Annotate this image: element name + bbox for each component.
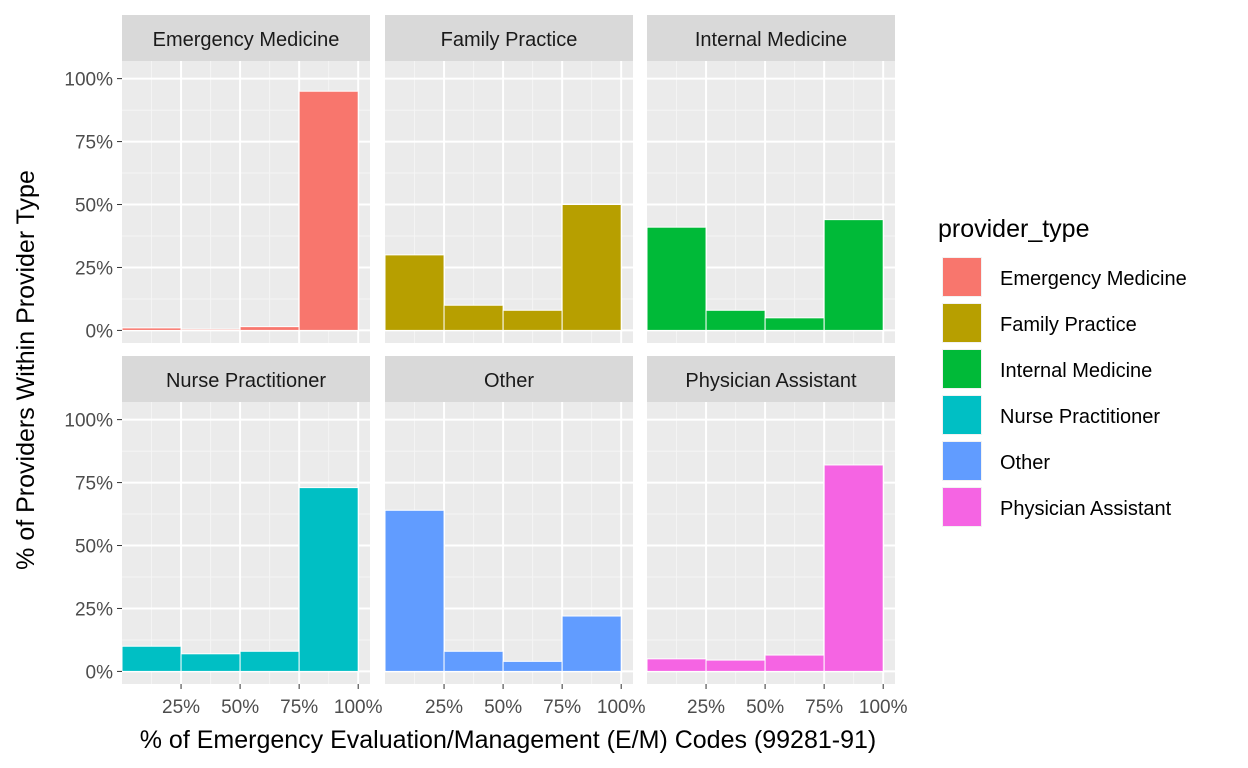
legend-title: provider_type xyxy=(938,215,1089,243)
y-tick-label: 100% xyxy=(64,70,113,91)
legend-label: Physician Assistant xyxy=(1000,498,1172,520)
x-tick-label: 100% xyxy=(597,697,646,718)
facet-strip xyxy=(385,356,633,402)
y-tick-label: 25% xyxy=(75,258,113,279)
histogram-bar xyxy=(384,254,445,331)
y-tick-label: 75% xyxy=(75,474,113,495)
x-tick-label: 100% xyxy=(859,697,908,718)
facet-strip-label: Internal Medicine xyxy=(695,29,847,51)
x-tick-label: 25% xyxy=(162,697,200,718)
y-tick-label: 0% xyxy=(86,321,114,342)
x-axis-title: % of Emergency Evaluation/Management (E/… xyxy=(140,726,876,754)
x-tick-label: 100% xyxy=(334,697,383,718)
facet-panel: Other 25% 50% 75% 100% xyxy=(384,356,646,718)
histogram-bar xyxy=(764,317,825,331)
legend-key xyxy=(943,488,981,526)
histogram-bar xyxy=(298,487,359,672)
facet-strip xyxy=(647,15,895,61)
y-tick-label: 50% xyxy=(75,537,113,558)
x-tick-label: 50% xyxy=(484,697,522,718)
legend-label: Internal Medicine xyxy=(1000,360,1152,382)
legend-label: Nurse Practitioner xyxy=(1000,406,1160,428)
facet-strip-label: Physician Assistant xyxy=(685,370,857,392)
legend-key xyxy=(943,304,981,342)
x-tick-label: 25% xyxy=(425,697,463,718)
y-tick-label: 25% xyxy=(75,599,113,620)
facet-strip xyxy=(122,15,370,61)
histogram-bar xyxy=(561,615,622,672)
histogram-bar xyxy=(298,90,359,331)
facet-strip-label: Family Practice xyxy=(441,29,578,51)
histogram-bar xyxy=(239,650,300,672)
histogram-bar xyxy=(239,326,300,331)
facet-panel: Physician Assistant 25% 50% 75% 100% xyxy=(646,356,908,718)
y-tick-label: 75% xyxy=(75,133,113,154)
y-tick-label: 50% xyxy=(75,196,113,217)
histogram-bar xyxy=(384,509,445,672)
histogram-bar xyxy=(823,464,884,672)
legend: provider_type Emergency Medicine Family P… xyxy=(938,215,1187,527)
legend-label: Emergency Medicine xyxy=(1000,268,1187,290)
histogram-bar xyxy=(823,219,884,331)
x-tick-label: 75% xyxy=(543,697,581,718)
x-tick-label: 50% xyxy=(746,697,784,718)
histogram-bar xyxy=(764,654,825,672)
facet-strip xyxy=(385,15,633,61)
histogram-bar xyxy=(646,226,707,331)
histogram-bar xyxy=(705,659,766,672)
histogram-bar xyxy=(121,645,182,672)
x-tick-label: 75% xyxy=(280,697,318,718)
y-axis-title: % of Providers Within Provider Type xyxy=(12,170,40,570)
y-tick-label: 0% xyxy=(86,662,114,683)
histogram-bar xyxy=(121,327,182,331)
y-tick-label: 100% xyxy=(64,411,113,432)
legend-key xyxy=(943,258,981,296)
histogram-bar xyxy=(180,328,241,331)
x-tick-label: 50% xyxy=(221,697,259,718)
facet-panel: Family Practice xyxy=(384,15,633,343)
panels-layer: Emergency Medicine 0% 25% 50% 75% 100% Family … xyxy=(64,15,908,718)
histogram-bar xyxy=(443,650,504,672)
legend-label: Family Practice xyxy=(1000,314,1137,336)
histogram-bar xyxy=(705,309,766,331)
legend-label: Other xyxy=(1000,452,1050,474)
facet-strip-label: Nurse Practitioner xyxy=(166,370,326,392)
legend-key xyxy=(943,396,981,434)
legend-key xyxy=(943,350,981,388)
histogram-bar xyxy=(180,653,241,672)
facet-panel: Internal Medicine xyxy=(646,15,895,343)
facet-strip xyxy=(647,356,895,402)
facet-panel: Emergency Medicine 0% 25% 50% 75% 100% xyxy=(64,15,370,343)
histogram-bar xyxy=(502,660,563,672)
histogram-bar xyxy=(646,658,707,672)
histogram-bar xyxy=(443,304,504,331)
facet-strip-label: Other xyxy=(484,370,534,392)
facet-strip-label: Emergency Medicine xyxy=(153,29,340,51)
x-tick-label: 25% xyxy=(687,697,725,718)
facet-panel: Nurse Practitioner 0% 25% 50% 75% 100% 25% 50% 7… xyxy=(64,356,383,718)
legend-key xyxy=(943,442,981,480)
facet-strip xyxy=(122,356,370,402)
histogram-bar xyxy=(502,309,563,331)
x-tick-label: 75% xyxy=(805,697,843,718)
legend-items: Emergency Medicine Family Practice Interna… xyxy=(942,257,1187,527)
histogram-bar xyxy=(561,204,622,331)
